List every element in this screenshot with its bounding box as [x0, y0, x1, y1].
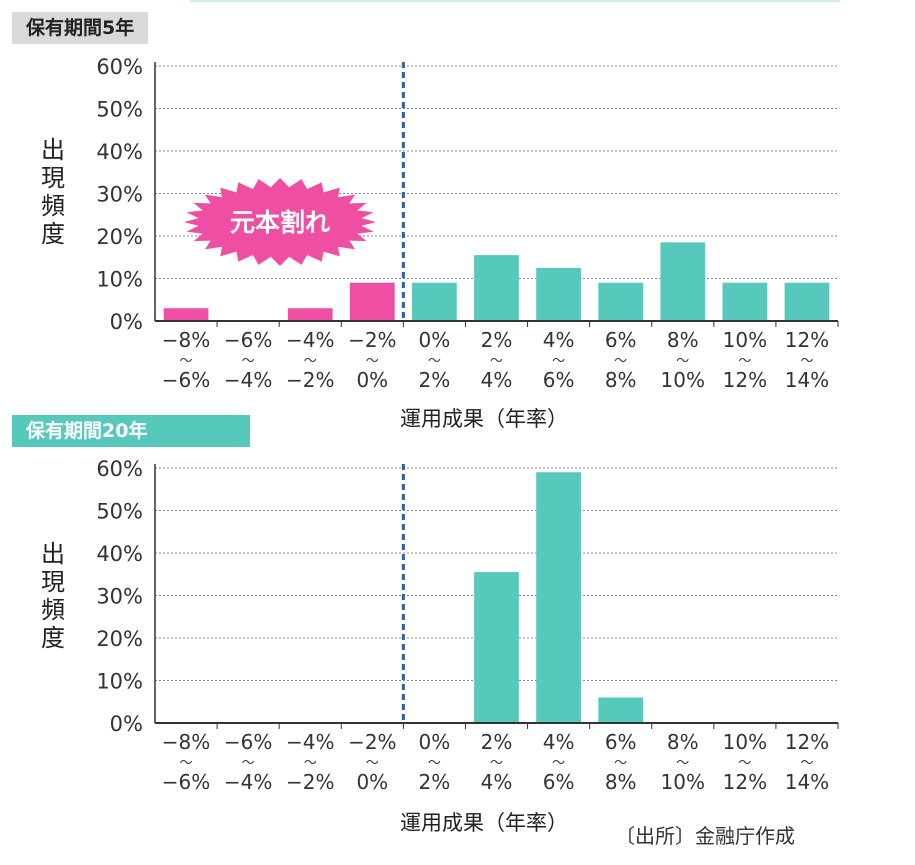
x-tick-label: 6%〜 8% — [605, 328, 637, 392]
x-tick-label: −2%〜 0% — [348, 730, 397, 794]
bar — [536, 267, 581, 321]
x-tick-label: 8%〜 10% — [661, 328, 705, 392]
x-tick-label: 2%〜 4% — [481, 328, 513, 392]
x-tick-label: 0%〜 2% — [419, 730, 451, 794]
bar — [598, 282, 644, 321]
x-tick-label: 4%〜 6% — [543, 730, 575, 794]
y-tick-label: 40% — [96, 542, 143, 566]
y-axis-label-bottom: 出現頻度 — [41, 540, 65, 652]
y-tick-label: 50% — [96, 98, 143, 122]
bar — [349, 282, 395, 321]
source-note: 〔出所〕金融庁作成 — [615, 824, 795, 848]
x-tick-label: 2%〜 4% — [481, 730, 513, 794]
x-tick-label: −2%〜 0% — [348, 328, 397, 392]
y-tick-label: 50% — [96, 500, 143, 524]
panel-label-5y: 保有期間5年 — [12, 12, 149, 44]
chart-5-year: 0% 10% 20% 30% 40% 50% 60% −8%〜−6% −6%〜−4% −4%〜−2… — [96, 55, 839, 392]
x-axis-label-bottom: 運用成果（年率） — [400, 811, 568, 835]
x-tick-label: 4%〜 6% — [543, 328, 575, 392]
x-tick-label: 8%〜 10% — [661, 730, 705, 794]
y-tick-label: 10% — [96, 670, 143, 694]
y-tick-label: 30% — [96, 585, 143, 609]
x-tick-label: 12%〜 14% — [785, 730, 829, 794]
y-tick-label: 0% — [110, 712, 143, 736]
y-tick-label: 30% — [96, 183, 143, 207]
bar — [722, 282, 768, 321]
x-tick-label: −8%〜−6% — [162, 730, 211, 794]
bar — [412, 282, 457, 321]
panel-label-20y: 保有期間20年 — [12, 415, 250, 447]
bar — [287, 308, 333, 321]
y-tick-label: 20% — [96, 225, 143, 249]
x-tick-label: 12%〜 14% — [785, 328, 829, 392]
x-tick-label: 10%〜 12% — [723, 730, 767, 794]
bar — [536, 472, 581, 723]
x-tick-label: −6%〜−4% — [224, 328, 273, 392]
top-rule — [190, 0, 840, 2]
x-tick-label: −4%〜−2% — [286, 328, 335, 392]
x-tick-label: 0%〜 2% — [419, 328, 451, 392]
y-axis-label-top: 出現頻度 — [41, 136, 65, 248]
loss-badge: 元本割れ — [184, 178, 376, 266]
bar — [660, 242, 706, 321]
y-tick-label: 40% — [96, 140, 143, 164]
x-tick-label: −6%〜−4% — [224, 730, 273, 794]
x-tick-label: −4%〜−2% — [286, 730, 335, 794]
bar — [474, 255, 519, 321]
y-tick-label: 0% — [110, 310, 143, 334]
bar — [784, 282, 830, 321]
y-tick-label: 60% — [96, 457, 143, 481]
bar — [474, 572, 519, 723]
x-tick-label: −8%〜−6% — [162, 328, 211, 392]
x-tick-label: 10%〜 12% — [723, 328, 767, 392]
y-tick-label: 20% — [96, 627, 143, 651]
bar — [163, 308, 209, 321]
loss-badge-text: 元本割れ — [230, 208, 330, 237]
bar — [598, 697, 644, 723]
x-tick-label: 6%〜 8% — [605, 730, 637, 794]
starburst-shape — [184, 178, 376, 266]
y-tick-label: 60% — [96, 55, 143, 79]
x-axis-label-top: 運用成果（年率） — [400, 407, 568, 431]
y-tick-label: 10% — [96, 268, 143, 292]
